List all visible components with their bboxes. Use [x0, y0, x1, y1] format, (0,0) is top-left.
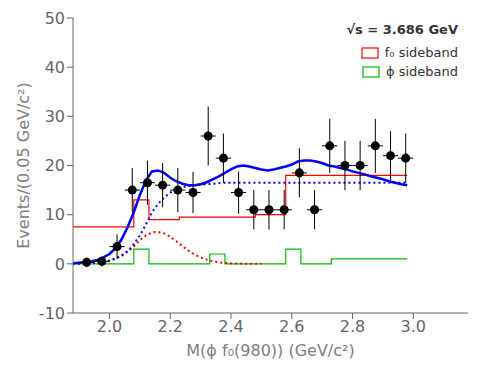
html-text:f₀ sideband: f₀ sideband — [384, 45, 458, 60]
svg-text:Events/(0.05 GeV/c²): Events/(0.05 GeV/c²) — [14, 82, 33, 249]
svg-text:40: 40 — [45, 58, 65, 77]
html-text:ϕ sideband: ϕ sideband — [385, 64, 458, 79]
svg-text:M(ϕ f₀(980)) (GeV/c²): M(ϕ f₀(980)) (GeV/c²) — [186, 341, 354, 360]
svg-text:50: 50 — [45, 9, 65, 28]
svg-text:-10: -10 — [39, 304, 65, 323]
svg-text:20: 20 — [45, 156, 65, 175]
svg-text:0: 0 — [55, 255, 65, 274]
svg-text:30: 30 — [45, 107, 65, 126]
svg-text:10: 10 — [45, 205, 65, 224]
svg-text:2.0: 2.0 — [97, 317, 122, 336]
svg-text:2.2: 2.2 — [158, 317, 183, 336]
svg-text:2.8: 2.8 — [340, 317, 365, 336]
svg-text:3.0: 3.0 — [401, 317, 426, 336]
svg-text:2.4: 2.4 — [218, 317, 243, 336]
html-text:√s = 3.686 GeV: √s = 3.686 GeV — [346, 22, 458, 37]
svg-text:2.6: 2.6 — [279, 317, 304, 336]
